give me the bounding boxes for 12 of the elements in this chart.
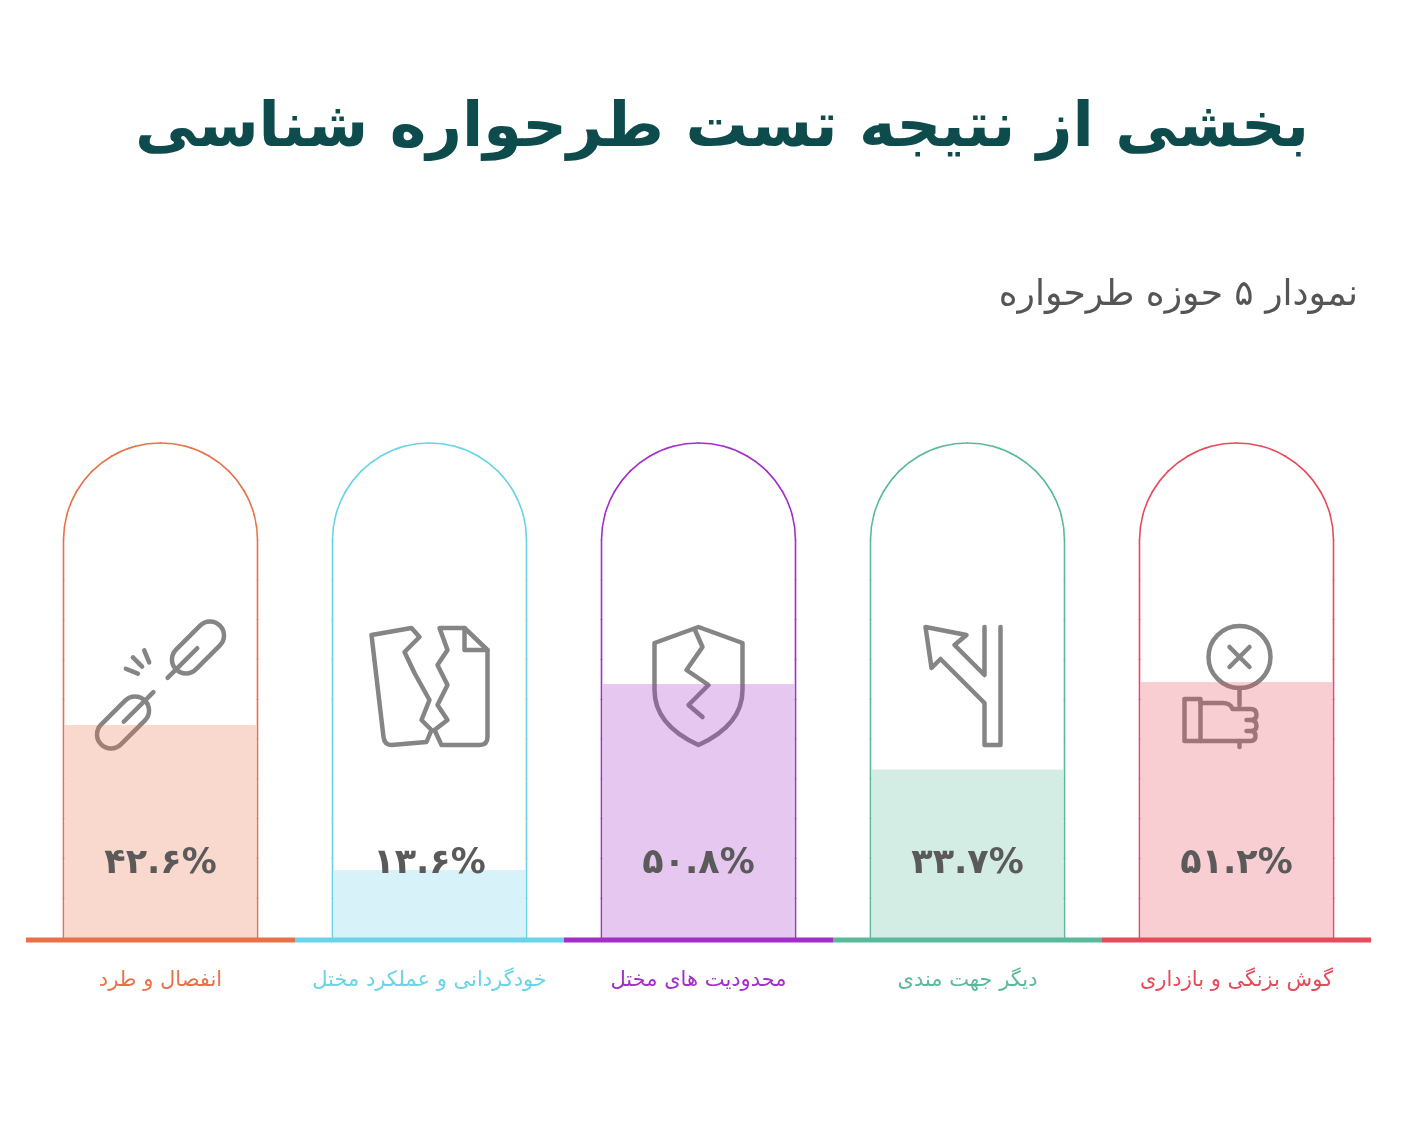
chart-title: بخشی از نتیجه تست طرحواره شناسی bbox=[134, 88, 1310, 161]
data-label: ۳۳.۷% bbox=[911, 841, 1024, 881]
chart-subtitle: نمودار ۵ حوزه طرحواره bbox=[998, 272, 1358, 314]
x-tick-label: دیگر جهت مندی bbox=[897, 967, 1038, 991]
data-label: ۱۳.۶% bbox=[373, 841, 486, 881]
x-tick-label: خودگردانی و عملکرد مختل bbox=[312, 967, 547, 991]
x-tick-label: محدودیت های مختل bbox=[610, 967, 787, 991]
x-tick-label: گوش بزنگی و بازداری bbox=[1139, 967, 1334, 991]
x-tick-label: انفصال و طرد bbox=[98, 967, 223, 991]
data-label: ۵۰.۸% bbox=[642, 841, 755, 881]
data-label: ۴۲.۶% bbox=[104, 841, 217, 881]
data-label: ۵۱.۲% bbox=[1180, 841, 1293, 881]
